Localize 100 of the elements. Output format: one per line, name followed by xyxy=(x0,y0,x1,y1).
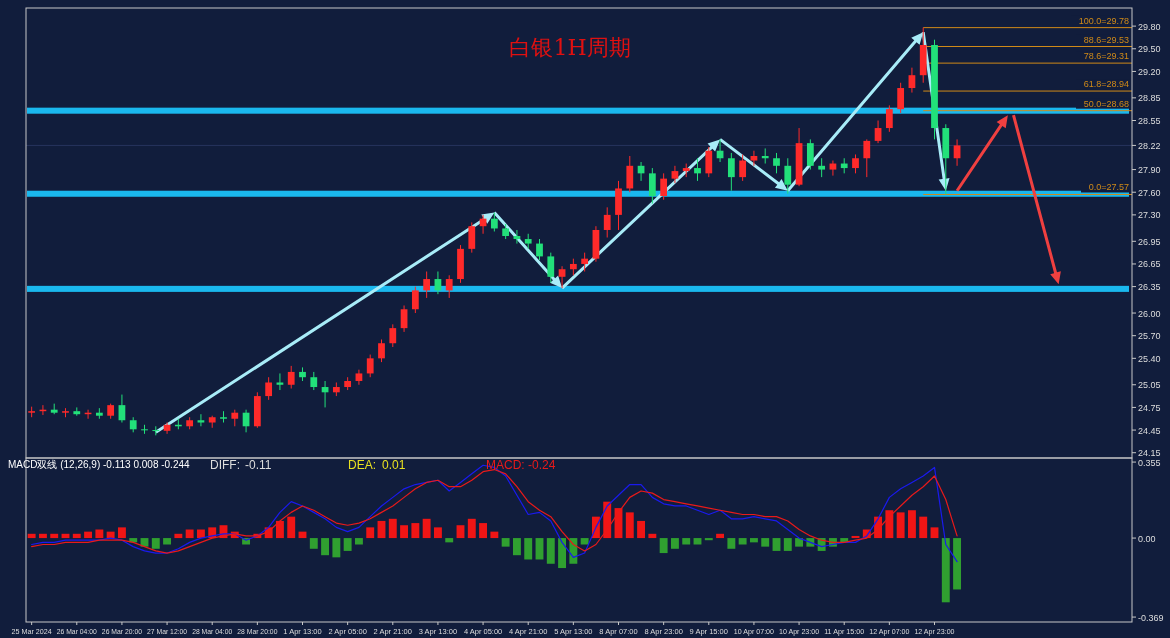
annotation: MACD: xyxy=(486,458,525,472)
candlestick xyxy=(581,252,589,273)
y-tick-label: 26.35 xyxy=(1138,282,1161,293)
y-tick-label: 26.00 xyxy=(1138,308,1161,319)
ref-line-label: 100.0=29.78 xyxy=(1078,15,1129,26)
bar xyxy=(411,523,420,539)
annotation: -0.24 xyxy=(528,458,556,472)
bar xyxy=(354,538,363,545)
bar xyxy=(558,538,567,569)
candlestick xyxy=(547,252,555,284)
candlestick xyxy=(513,229,521,245)
ref-line-label: 88.6=29.53 xyxy=(1083,34,1129,45)
bar xyxy=(896,512,905,539)
bar xyxy=(50,533,59,539)
candlestick xyxy=(818,157,826,178)
annotation: DIFF: xyxy=(210,458,240,472)
candlestick xyxy=(953,138,961,167)
candlestick xyxy=(490,212,498,232)
candlestick xyxy=(378,338,385,363)
bar xyxy=(185,529,194,539)
annotation: MACD双线 (12,26,9) -0.113 0.008 -0.244 xyxy=(8,459,191,470)
candlestick xyxy=(626,155,634,193)
y-tick-label: 29.50 xyxy=(1138,44,1161,55)
y-tick-label: 0.355 xyxy=(1138,457,1161,468)
bar xyxy=(546,538,555,564)
bar xyxy=(309,538,318,549)
y-tick-label: 26.95 xyxy=(1138,236,1161,247)
bar xyxy=(772,538,781,551)
candlestick xyxy=(761,147,769,165)
bar xyxy=(738,538,747,545)
bar xyxy=(727,538,736,549)
bar xyxy=(941,538,950,603)
y-tick-label: -0.369 xyxy=(1138,612,1164,623)
bar xyxy=(388,518,397,539)
bar xyxy=(321,538,330,556)
ref-line-label: 61.8=28.94 xyxy=(1083,79,1129,90)
candlestick xyxy=(558,265,566,289)
bar xyxy=(682,538,691,545)
candlestick xyxy=(727,152,735,192)
bar xyxy=(953,538,962,590)
candlestick xyxy=(806,138,814,171)
y-tick-label: 28.22 xyxy=(1138,140,1161,151)
candlestick xyxy=(445,274,453,299)
ref-line-label: 78.6=29.31 xyxy=(1083,51,1129,62)
bar xyxy=(580,538,589,545)
y-tick-label: 27.60 xyxy=(1138,187,1161,198)
y-tick-label: 27.90 xyxy=(1138,165,1161,176)
text: 白银1H周期 xyxy=(509,35,631,60)
annotation: 0.01 xyxy=(382,458,406,472)
candlestick xyxy=(885,104,893,133)
bar xyxy=(637,520,646,539)
candlestick xyxy=(366,354,374,378)
candlestick xyxy=(310,371,318,391)
candlestick xyxy=(671,165,679,184)
candlestick xyxy=(908,67,916,94)
candlestick xyxy=(648,167,656,205)
candlestick xyxy=(468,221,476,254)
bar xyxy=(343,538,352,551)
bar xyxy=(761,538,770,547)
bar xyxy=(512,538,521,556)
bar xyxy=(84,531,93,539)
candlestick xyxy=(355,369,363,386)
candlestick xyxy=(852,153,859,174)
ref-line-label: 0.0=27.57 xyxy=(1088,182,1129,193)
bar xyxy=(27,533,36,539)
y-tick-label: 0.00 xyxy=(1138,533,1156,544)
bar xyxy=(907,510,916,539)
bar xyxy=(479,523,488,539)
bar xyxy=(524,538,533,560)
bar xyxy=(400,525,409,539)
bar xyxy=(659,538,668,554)
bar xyxy=(287,516,296,539)
bar xyxy=(783,538,792,551)
annotation: -0.11 xyxy=(245,458,272,472)
bar xyxy=(332,538,341,558)
bar xyxy=(151,538,160,549)
y-tick-label: 25.05 xyxy=(1138,380,1161,391)
y-tick-label: 29.80 xyxy=(1138,21,1161,32)
y-tick-label: 25.40 xyxy=(1138,353,1161,364)
bar xyxy=(490,531,499,539)
candlestick xyxy=(660,172,668,201)
bar xyxy=(117,527,126,539)
bar xyxy=(670,538,679,549)
y-tick-label: 28.55 xyxy=(1138,116,1161,126)
candlestick xyxy=(197,413,205,427)
candlestick xyxy=(276,372,284,391)
candlestick xyxy=(897,82,905,114)
candlestick xyxy=(863,138,871,178)
bar xyxy=(795,538,804,547)
candlestick xyxy=(874,120,882,144)
candlestick xyxy=(389,323,397,348)
bar xyxy=(72,533,81,539)
bar xyxy=(704,538,713,541)
bar xyxy=(716,533,725,539)
y-tick-label: 24.15 xyxy=(1138,448,1161,459)
bar xyxy=(163,538,172,545)
bar xyxy=(95,529,104,539)
y-tick-label: 24.45 xyxy=(1138,425,1161,436)
annotation: DEA: xyxy=(348,458,377,472)
y-tick-label: 26.65 xyxy=(1138,259,1161,270)
